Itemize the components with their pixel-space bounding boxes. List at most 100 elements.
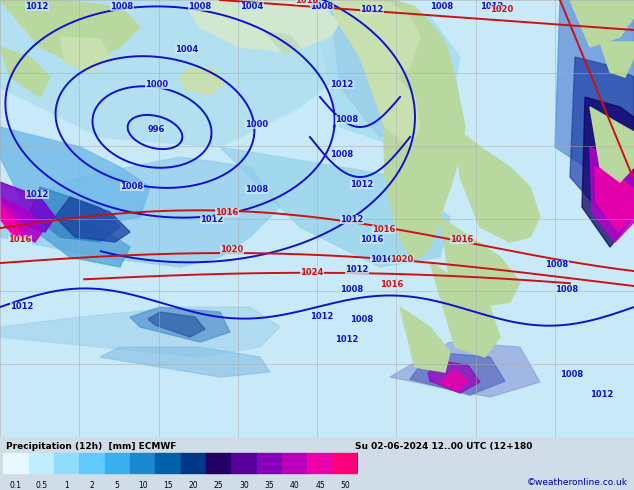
Bar: [29, 453, 54, 473]
Polygon shape: [130, 307, 230, 342]
Bar: [307, 453, 333, 473]
Text: ©weatheronline.co.uk: ©weatheronline.co.uk: [527, 478, 628, 488]
Polygon shape: [440, 369, 468, 391]
Text: 1012: 1012: [590, 390, 613, 399]
Text: 1008: 1008: [430, 2, 453, 11]
Text: 1012: 1012: [330, 80, 353, 89]
Text: 1012: 1012: [350, 180, 373, 189]
Text: 1008: 1008: [560, 370, 583, 379]
Text: 1016: 1016: [380, 280, 403, 289]
Text: 1012: 1012: [335, 335, 358, 344]
Polygon shape: [570, 57, 634, 217]
Text: 1012: 1012: [345, 265, 368, 274]
Text: 1012: 1012: [480, 2, 503, 11]
Bar: [257, 453, 282, 473]
Polygon shape: [358, 453, 371, 473]
Polygon shape: [590, 147, 634, 242]
Bar: [105, 453, 130, 473]
Text: 1008: 1008: [555, 285, 578, 294]
Bar: [206, 453, 231, 473]
Text: 1020: 1020: [490, 5, 514, 14]
Polygon shape: [265, 32, 300, 55]
Text: 1012: 1012: [310, 312, 333, 321]
Text: 1012: 1012: [25, 2, 48, 11]
Text: 1016: 1016: [450, 235, 474, 244]
Polygon shape: [100, 347, 270, 377]
Text: 20: 20: [188, 481, 198, 490]
Text: 50: 50: [340, 481, 351, 490]
Polygon shape: [30, 187, 120, 242]
Text: 35: 35: [264, 481, 275, 490]
Text: 25: 25: [214, 481, 224, 490]
Polygon shape: [410, 352, 505, 395]
Text: 1012: 1012: [25, 190, 48, 199]
Text: 1000: 1000: [245, 120, 268, 129]
Text: 2: 2: [89, 481, 94, 490]
Text: 1008: 1008: [335, 115, 358, 124]
Bar: [333, 453, 358, 473]
Text: 1008: 1008: [340, 285, 363, 294]
Text: 1008: 1008: [110, 2, 133, 11]
Polygon shape: [0, 0, 350, 147]
Text: 1004: 1004: [240, 2, 263, 11]
Text: 1008: 1008: [330, 150, 353, 159]
Polygon shape: [590, 107, 634, 182]
Bar: [3, 453, 29, 473]
Bar: [54, 453, 79, 473]
Polygon shape: [400, 307, 450, 372]
Bar: [130, 453, 155, 473]
Text: 1012: 1012: [340, 215, 363, 224]
Text: 1020: 1020: [390, 255, 413, 264]
Text: 1: 1: [64, 481, 69, 490]
Polygon shape: [330, 0, 420, 82]
Polygon shape: [595, 167, 634, 232]
Text: 1018: 1018: [295, 0, 318, 5]
Polygon shape: [220, 147, 450, 267]
Text: 1008: 1008: [545, 260, 568, 269]
Text: 1016: 1016: [360, 235, 384, 244]
Bar: [79, 453, 105, 473]
Text: 1012: 1012: [200, 215, 223, 224]
Text: 10: 10: [138, 481, 148, 490]
Polygon shape: [0, 0, 140, 67]
Polygon shape: [0, 127, 150, 227]
Text: 1008: 1008: [310, 2, 333, 11]
Polygon shape: [190, 0, 340, 52]
Polygon shape: [430, 262, 500, 357]
Polygon shape: [180, 67, 225, 95]
Text: 1008: 1008: [245, 185, 268, 194]
Text: 1004: 1004: [175, 45, 198, 54]
Polygon shape: [582, 97, 634, 247]
Polygon shape: [0, 157, 280, 267]
Text: 1000: 1000: [145, 80, 168, 89]
Text: 1012: 1012: [360, 5, 384, 14]
Polygon shape: [310, 0, 460, 147]
Text: 30: 30: [239, 481, 249, 490]
Text: 40: 40: [290, 481, 300, 490]
Polygon shape: [60, 37, 110, 72]
Polygon shape: [148, 312, 205, 337]
Text: 1016: 1016: [8, 235, 31, 244]
Text: 1016: 1016: [370, 255, 393, 264]
Text: 1016: 1016: [215, 208, 238, 217]
Polygon shape: [0, 307, 280, 357]
Polygon shape: [360, 57, 420, 147]
Text: 1008: 1008: [120, 182, 143, 191]
Text: 1012: 1012: [10, 302, 34, 311]
Polygon shape: [455, 127, 540, 242]
Polygon shape: [440, 217, 520, 307]
Text: 1024: 1024: [300, 268, 323, 277]
Bar: [181, 453, 206, 473]
Text: 996: 996: [148, 125, 165, 134]
Text: 1016: 1016: [372, 225, 396, 234]
Text: 1008: 1008: [188, 2, 211, 11]
Polygon shape: [55, 197, 130, 242]
Polygon shape: [555, 0, 634, 177]
Polygon shape: [340, 0, 380, 22]
Polygon shape: [570, 0, 634, 47]
Text: 1008: 1008: [350, 315, 373, 324]
Text: Su 02-06-2024 12..00 UTC (12+180: Su 02-06-2024 12..00 UTC (12+180: [355, 442, 533, 451]
Polygon shape: [600, 42, 634, 77]
Text: 45: 45: [315, 481, 325, 490]
Polygon shape: [390, 342, 540, 397]
